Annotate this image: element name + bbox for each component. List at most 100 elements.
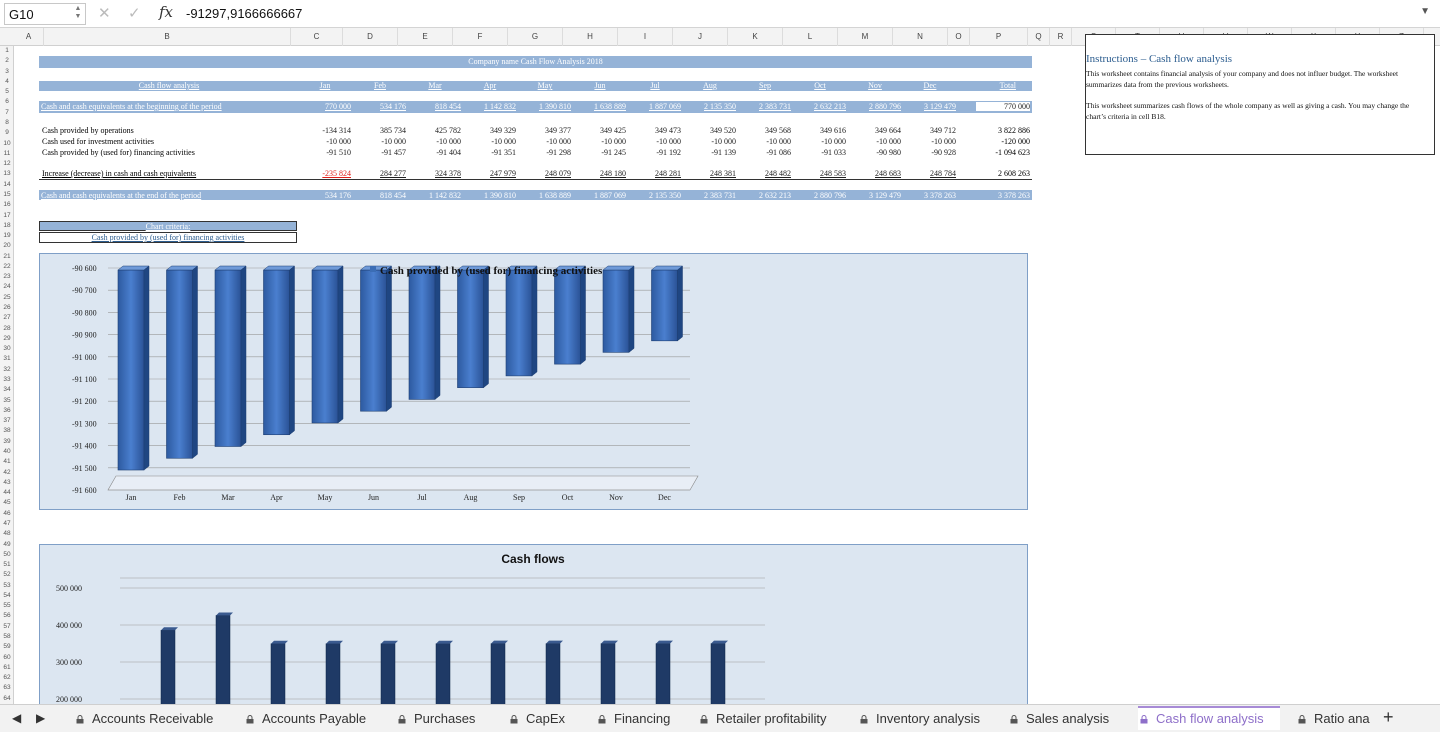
investment-cell[interactable]: -10 000 [601,137,626,146]
operations-cell[interactable]: 349 425 [600,126,626,135]
sheet-tab[interactable]: CapEx [508,706,580,730]
sheet-tab[interactable]: Financing [596,706,682,730]
instructions-box[interactable]: Instructions – Cash flow analysis This w… [1085,34,1435,155]
end-cell[interactable]: 1 887 069 [594,191,626,200]
name-box[interactable]: G10 ▲ ▼ [4,3,86,25]
operations-cell[interactable]: 349 520 [710,126,736,135]
begin-cell[interactable]: 770 000 [325,102,351,111]
row-header[interactable]: 4 [5,77,9,85]
begin-cell[interactable]: 1 887 069 [649,102,681,111]
row-header[interactable]: 22 [3,262,11,270]
month-header[interactable]: Dec [923,81,937,90]
column-header[interactable]: P [970,28,1028,46]
end-total[interactable]: 3 378 263 [998,191,1030,200]
row-header[interactable]: 62 [3,674,11,682]
row-header[interactable]: 32 [3,365,11,373]
financing-cell[interactable]: -91 139 [711,148,736,157]
row-header[interactable]: 23 [3,273,11,281]
row-header[interactable]: 57 [3,622,11,630]
chevron-down-icon[interactable]: ▼ [1420,6,1430,17]
operations-cell[interactable]: 385 734 [380,126,406,135]
financing-cell[interactable]: -90 980 [876,148,901,157]
column-header[interactable]: E [398,28,453,46]
end-cell[interactable]: 3 129 479 [869,191,901,200]
investment-cell[interactable]: -10 000 [766,137,791,146]
row-header[interactable]: 15 [3,190,11,198]
sheet-tab[interactable]: Inventory analysis [858,706,992,730]
increase-cell[interactable]: 247 979 [490,169,516,178]
month-header[interactable]: Apr [483,81,497,90]
financing-total[interactable]: -1 094 623 [995,148,1030,157]
cancel-icon[interactable]: ✕ [98,5,111,22]
end-cell[interactable]: 2 632 213 [759,191,791,200]
increase-cell[interactable]: 324 378 [435,169,461,178]
column-header[interactable]: N [893,28,948,46]
row-header[interactable]: 56 [3,612,11,620]
column-header[interactable]: I [618,28,673,46]
month-header[interactable]: May [537,81,553,90]
operations-cell[interactable]: 349 616 [820,126,846,135]
row-header[interactable]: 43 [3,478,11,486]
sheet-tab[interactable]: Purchases [396,706,492,730]
month-header[interactable]: Nov [868,81,882,90]
investment-cell[interactable]: -10 000 [876,137,901,146]
column-header[interactable]: M [838,28,893,46]
row-header[interactable]: 13 [3,170,11,178]
month-header[interactable]: Jun [594,81,606,90]
investment-cell[interactable]: -10 000 [436,137,461,146]
worksheet[interactable]: Company name Cash Flow Analysis 2018 Cas… [14,46,1440,704]
column-header[interactable]: J [673,28,728,46]
row-header[interactable]: 45 [3,499,11,507]
increase-cell[interactable]: 248 784 [930,169,956,178]
operations-cell[interactable]: -134 314 [322,126,351,135]
increase-cell[interactable]: 248 381 [710,169,736,178]
end-cell[interactable]: 2 880 796 [814,191,846,200]
month-header[interactable]: Jan [319,81,331,90]
month-header[interactable]: Jul [650,81,660,90]
column-header[interactable]: D [343,28,398,46]
add-sheet-button[interactable]: + [1383,707,1394,727]
begin-cell[interactable]: 1 390 810 [539,102,571,111]
sheet-tab[interactable]: Accounts Payable [244,706,380,730]
row-header[interactable]: 14 [3,180,11,188]
row-header[interactable]: 25 [3,293,11,301]
row-header[interactable]: 63 [3,684,11,692]
increase-cell[interactable]: 284 277 [380,169,406,178]
column-header[interactable]: O [948,28,970,46]
financing-cell[interactable]: -91 033 [821,148,846,157]
investment-cell[interactable]: -10 000 [326,137,351,146]
row-header[interactable]: 35 [3,396,11,404]
begin-cell[interactable]: 2 135 350 [704,102,736,111]
investment-cell[interactable]: -10 000 [711,137,736,146]
row-header[interactable]: 21 [3,252,11,260]
row-header[interactable]: 38 [3,427,11,435]
row-header[interactable]: 39 [3,437,11,445]
end-cell[interactable]: 3 378 263 [924,191,956,200]
row-header[interactable]: 53 [3,581,11,589]
row-header[interactable]: 42 [3,468,11,476]
end-cell[interactable]: 818 454 [380,191,406,200]
row-header[interactable]: 24 [3,283,11,291]
row-header[interactable]: 40 [3,447,11,455]
investment-cell[interactable]: -10 000 [821,137,846,146]
increase-cell[interactable]: 248 583 [820,169,846,178]
column-header[interactable]: C [291,28,343,46]
month-header[interactable]: Aug [703,81,717,90]
sheet-tab[interactable]: Retailer profitability [698,706,840,730]
column-header[interactable]: A [14,28,44,46]
increase-cell[interactable]: 248 180 [600,169,626,178]
row-header[interactable]: 7 [5,108,9,116]
row-header[interactable]: 64 [3,694,11,702]
row-header[interactable]: 12 [3,160,11,168]
begin-cell[interactable]: 1 142 832 [484,102,516,111]
operations-cell[interactable]: 349 568 [765,126,791,135]
column-header[interactable]: G [508,28,563,46]
name-box-stepper-icon[interactable]: ▲ ▼ [74,5,82,20]
increase-cell[interactable]: 248 281 [655,169,681,178]
increase-cell[interactable]: 248 079 [545,169,571,178]
row-header[interactable]: 54 [3,591,11,599]
financing-cell[interactable]: -91 086 [766,148,791,157]
row-header[interactable]: 49 [3,540,11,548]
row-header[interactable]: 50 [3,550,11,558]
investment-cell[interactable]: -10 000 [656,137,681,146]
